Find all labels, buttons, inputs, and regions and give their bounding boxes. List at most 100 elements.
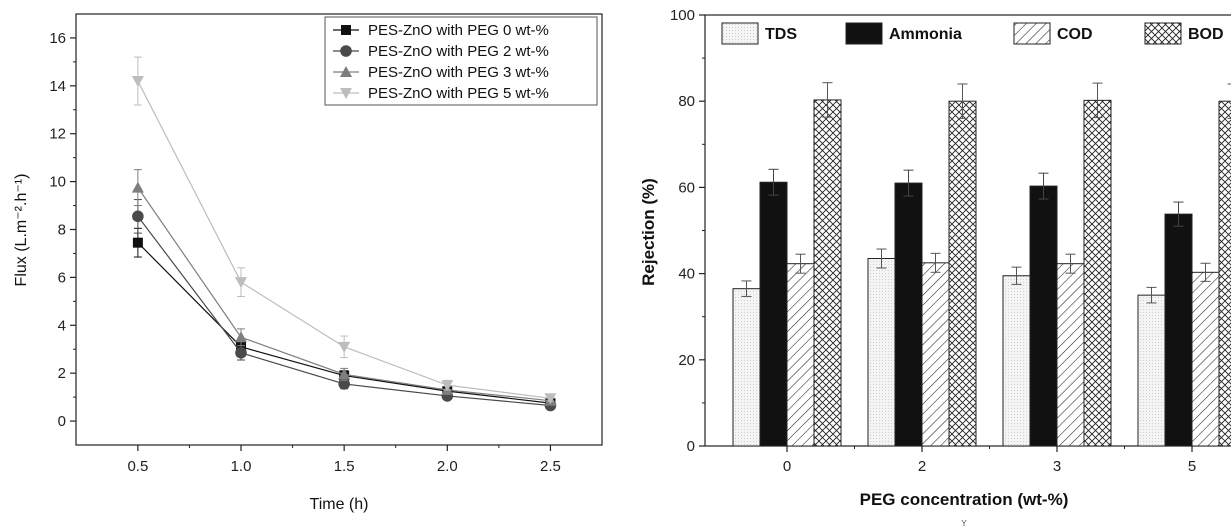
legend-entry: PES-ZnO with PEG 0 wt-% <box>333 22 549 39</box>
bar-bod-0 <box>813 82 842 447</box>
flux-legend: PES-ZnO with PEG 0 wt-% PES-ZnO with PEG … <box>324 16 598 106</box>
bar-cod-3 <box>1056 253 1085 447</box>
flux-series-3 <box>131 56 557 405</box>
bar-cod-5 <box>1191 262 1220 447</box>
legend-entry: COD <box>1013 22 1093 45</box>
rejection-axes: 0 20 40 60 80 100 0 2 3 5 <box>670 7 1196 475</box>
bar <box>732 288 761 447</box>
legend-swatch <box>1013 22 1051 45</box>
stray-mark: Y <box>961 519 967 528</box>
legend-entry: BOD <box>1144 22 1224 45</box>
bar-tds-0 <box>732 280 761 447</box>
bar <box>759 181 788 447</box>
bar <box>813 99 842 447</box>
circle-marker <box>340 45 352 57</box>
legend-entry: PES-ZnO with PEG 5 wt-% <box>333 85 549 102</box>
x-tick-label: 2 <box>918 458 926 475</box>
legend-swatch <box>721 22 759 45</box>
legend-label: Ammonia <box>889 26 962 43</box>
bar <box>1029 185 1058 447</box>
y-tick-label: 20 <box>678 352 695 369</box>
flux-series-1 <box>132 199 557 412</box>
legend-swatch <box>1144 22 1182 45</box>
bar <box>786 263 815 447</box>
bar-cod-0 <box>786 253 815 447</box>
bar <box>1056 263 1085 447</box>
flux-series <box>131 56 557 412</box>
y-tick-label: 0 <box>58 413 66 430</box>
bar <box>1164 213 1193 447</box>
x-tick-label: 2.5 <box>540 458 561 475</box>
triangle-down-marker <box>340 88 352 99</box>
triangle-up-marker <box>235 331 248 343</box>
y-tick-label: 16 <box>49 30 66 47</box>
triangle-down-marker <box>441 380 454 392</box>
legend-label: BOD <box>1188 26 1224 43</box>
flux-x-axis-title: Time (h) <box>310 496 369 513</box>
y-tick-label: 6 <box>58 269 66 286</box>
triangle-down-marker <box>235 277 248 289</box>
x-tick-label: 0 <box>783 458 791 475</box>
triangle-down-marker <box>131 76 144 88</box>
triangle-down-marker <box>544 393 557 405</box>
legend-entry: TDS <box>721 22 797 45</box>
legend-label: PES-ZnO with PEG 5 wt-% <box>368 85 549 102</box>
flux-y-axis-title: Flux (L.m⁻².h⁻¹) <box>13 174 30 287</box>
legend-entry: Ammonia <box>845 22 962 45</box>
bar <box>921 262 950 447</box>
x-tick-label: 5 <box>1188 458 1196 475</box>
legend-label: PES-ZnO with PEG 0 wt-% <box>368 22 549 39</box>
flux-series-2 <box>131 169 557 406</box>
legend-label: TDS <box>765 26 797 43</box>
bar-tds-5 <box>1137 286 1166 447</box>
legend-box <box>324 16 598 106</box>
bar-bod-3 <box>1083 82 1112 447</box>
bar <box>1083 99 1112 447</box>
legend-swatch <box>845 22 883 45</box>
rejection-bars <box>732 82 1231 447</box>
y-tick-label: 80 <box>678 93 695 110</box>
y-tick-label: 8 <box>58 222 66 239</box>
triangle-up-marker <box>338 368 351 380</box>
rejection-legend: TDS Ammonia COD BOD <box>721 22 1224 45</box>
bar <box>1137 294 1166 447</box>
x-tick-label: 2.0 <box>437 458 458 475</box>
legend-entry: PES-ZnO with PEG 3 wt-% <box>333 64 549 81</box>
y-tick-label: 4 <box>58 317 66 334</box>
legend-label: COD <box>1057 26 1093 43</box>
y-tick-label: 0 <box>687 438 695 455</box>
x-tick-label: 1.5 <box>334 458 355 475</box>
y-tick-label: 40 <box>678 266 695 283</box>
circle-marker <box>235 347 247 359</box>
bar-ammonia-2 <box>894 169 923 447</box>
bar <box>948 100 977 447</box>
flux-line-chart: 0.5 1.0 1.5 2.0 2.5 0 2 4 6 8 10 12 14 16 Time (h) Fl… <box>13 13 603 513</box>
x-tick-label: 3 <box>1053 458 1061 475</box>
legend-label: PES-ZnO with PEG 3 wt-% <box>368 64 549 81</box>
y-tick-label: 12 <box>49 126 66 143</box>
y-tick-label: 100 <box>670 7 695 24</box>
bar-cod-2 <box>921 252 950 447</box>
triangle-up-marker <box>340 66 352 77</box>
bar-bod-2 <box>948 83 977 447</box>
circle-marker <box>338 378 350 390</box>
y-tick-label: 2 <box>58 365 66 382</box>
triangle-up-marker <box>131 181 144 193</box>
y-tick-label: 14 <box>49 78 66 95</box>
bar-ammonia-5 <box>1164 201 1193 447</box>
bar <box>1002 275 1031 447</box>
bar-tds-3 <box>1002 266 1031 447</box>
triangle-down-marker <box>338 341 351 353</box>
bar <box>867 258 896 447</box>
y-tick-label: 60 <box>678 179 695 196</box>
x-tick-label: 1.0 <box>231 458 252 475</box>
bar <box>894 182 923 447</box>
bar-ammonia-3 <box>1029 172 1058 447</box>
bar-ammonia-0 <box>759 168 788 447</box>
rejection-bar-chart: 0 20 40 60 80 100 0 2 3 5 PEG concentration (wt-%… <box>639 7 1231 509</box>
rejection-x-axis-title: PEG concentration (wt-%) <box>860 490 1069 509</box>
bar-tds-2 <box>867 248 896 447</box>
flux-axes: 0.5 1.0 1.5 2.0 2.5 0 2 4 6 8 10 12 14 16 <box>49 30 561 475</box>
y-tick-label: 10 <box>49 174 66 191</box>
bar <box>1218 100 1231 447</box>
